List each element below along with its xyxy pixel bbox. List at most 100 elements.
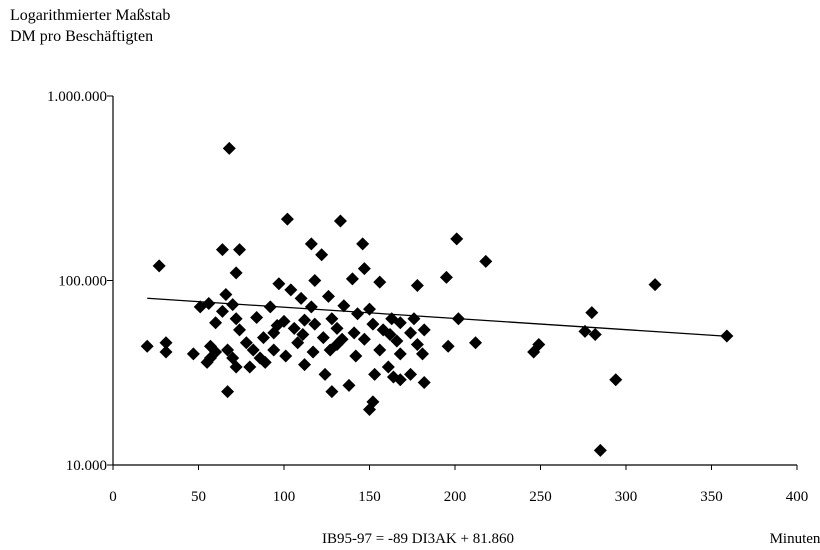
ticks: 0 50 100 150 200 250 300 350 400 10.000 100.000 1.0… <box>47 89 808 505</box>
data-point <box>200 355 214 369</box>
data-point <box>469 336 483 350</box>
data-point <box>578 324 592 338</box>
data-point <box>593 443 607 457</box>
x-tick-label: 50 <box>191 489 206 505</box>
y-tick-label: 10.000 <box>66 458 107 474</box>
regression-equation: IB95-97 = -89 DI3AK + 81.860 <box>322 531 514 547</box>
data-point <box>152 259 166 273</box>
data-point <box>287 321 301 335</box>
data-point <box>267 343 281 357</box>
data-point <box>410 278 424 292</box>
data-point <box>479 254 493 268</box>
data-point <box>325 312 339 326</box>
data-point <box>267 326 281 340</box>
data-point <box>233 323 247 337</box>
data-point <box>159 336 173 350</box>
x-tick-label: 400 <box>786 489 809 505</box>
data-point <box>342 378 356 392</box>
data-point <box>404 367 418 381</box>
data-point <box>298 358 312 372</box>
data-point <box>308 317 322 331</box>
data-point <box>393 316 407 330</box>
chart-title-line-2: DM pro Beschäftigten <box>10 28 154 45</box>
x-tick-label: 250 <box>529 489 552 505</box>
data-point <box>318 367 332 381</box>
data-point <box>404 326 418 340</box>
data-point <box>304 300 318 314</box>
x-tick-label: 200 <box>444 489 467 505</box>
trend-line <box>147 297 729 338</box>
data-point <box>233 243 247 257</box>
data-point <box>390 334 404 348</box>
data-point <box>219 287 233 301</box>
data-point <box>337 299 351 313</box>
data-point <box>226 298 240 312</box>
data-point <box>279 349 293 363</box>
data-point <box>383 327 397 341</box>
data-point <box>417 375 431 389</box>
data-point <box>451 312 465 326</box>
data-point <box>239 336 253 350</box>
data-point <box>256 331 270 345</box>
data-point <box>280 212 294 226</box>
data-point <box>325 385 339 399</box>
data-point <box>366 317 380 331</box>
x-tick-label: 150 <box>358 489 381 505</box>
data-point <box>373 275 387 289</box>
data-points <box>140 141 734 457</box>
data-point <box>159 345 173 359</box>
data-point <box>321 289 335 303</box>
data-point <box>393 373 407 387</box>
data-point <box>345 272 359 286</box>
data-point <box>209 316 223 330</box>
data-point <box>229 360 243 374</box>
y-tick-label: 1.000.000 <box>47 89 107 105</box>
x-tick-label: 350 <box>700 489 723 505</box>
data-point <box>349 349 363 363</box>
data-point <box>588 327 602 341</box>
data-point <box>221 385 235 399</box>
data-point <box>381 360 395 374</box>
data-point <box>417 323 431 337</box>
data-point <box>296 327 310 341</box>
data-point <box>186 347 200 361</box>
data-point <box>333 214 347 228</box>
data-point <box>585 306 599 320</box>
data-point <box>356 237 370 251</box>
x-tick-label: 0 <box>109 489 117 505</box>
data-point <box>246 343 260 357</box>
x-axis-label: Minuten <box>770 531 820 547</box>
data-point <box>140 339 154 353</box>
data-point <box>720 329 734 343</box>
data-point <box>291 336 305 350</box>
chart-title-line-1: Logarithmierter Maßstab <box>10 7 171 24</box>
data-point <box>450 232 464 246</box>
data-point <box>272 277 286 291</box>
data-point <box>410 337 424 351</box>
data-point <box>323 343 337 357</box>
y-tick-label: 100.000 <box>58 274 107 290</box>
data-point <box>308 274 322 287</box>
data-point <box>373 343 387 357</box>
data-point <box>357 332 371 346</box>
data-point <box>527 345 541 359</box>
data-point <box>351 307 365 321</box>
data-point <box>243 360 257 374</box>
data-point <box>221 343 235 357</box>
data-point <box>347 326 361 340</box>
data-point <box>357 262 371 276</box>
data-point <box>315 248 329 262</box>
data-point <box>229 312 243 326</box>
data-point <box>407 312 421 326</box>
data-point <box>222 141 236 155</box>
data-point <box>316 331 330 345</box>
data-point <box>263 300 277 314</box>
data-point <box>441 339 455 353</box>
x-tick-label: 100 <box>273 489 296 505</box>
data-point <box>250 311 264 325</box>
data-point <box>298 313 312 327</box>
axes <box>112 96 797 466</box>
data-point <box>363 302 376 316</box>
data-point <box>393 347 407 361</box>
